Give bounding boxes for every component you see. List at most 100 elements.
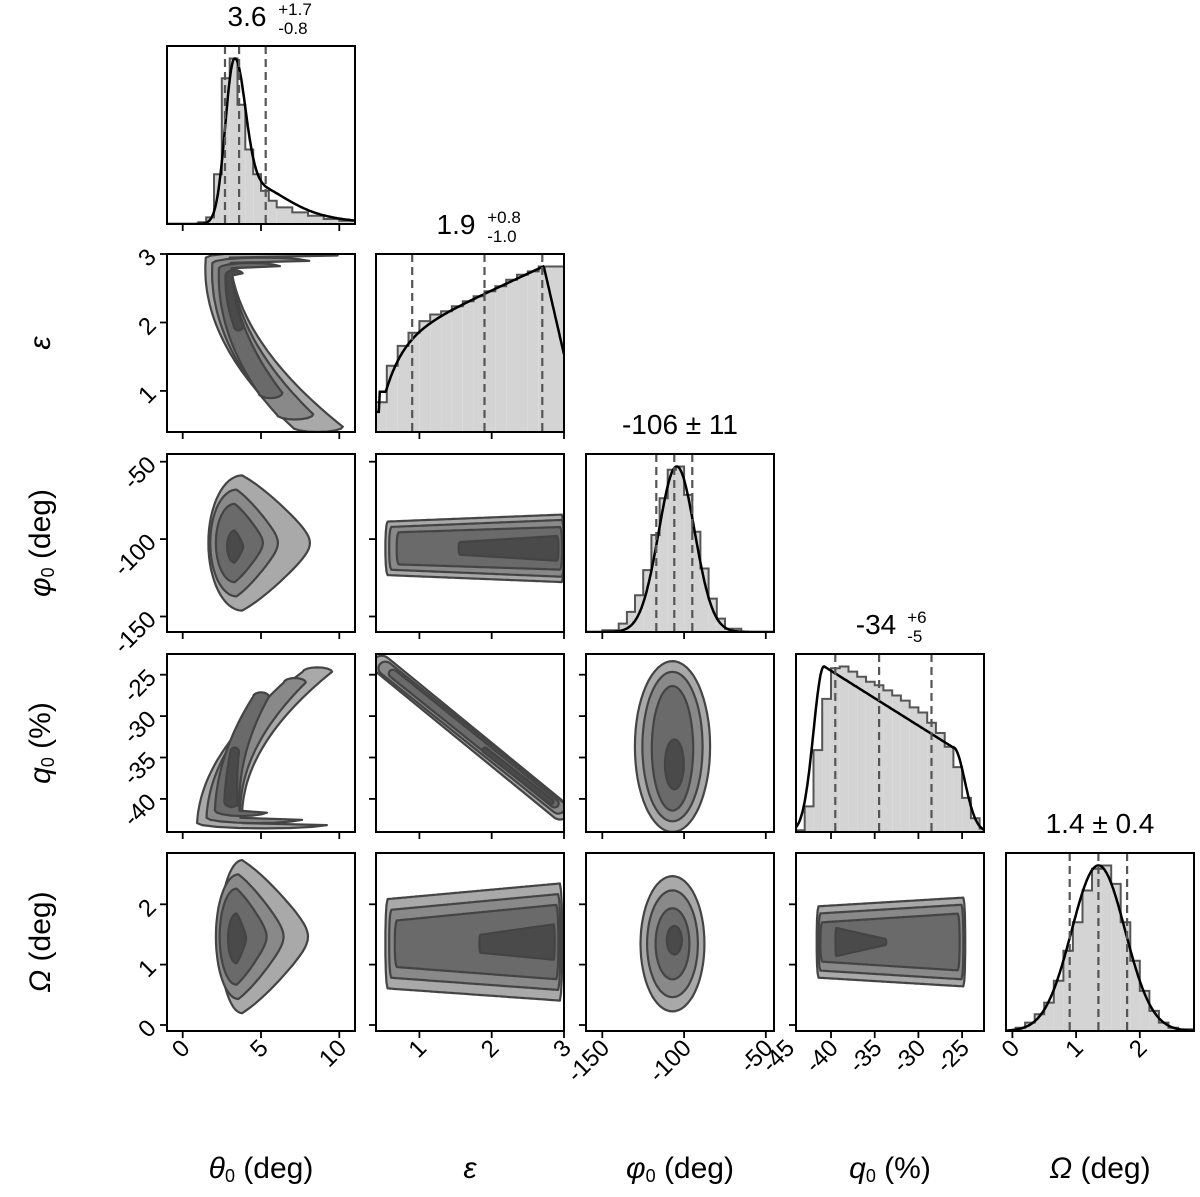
contour-level-3 [481,746,555,806]
hist-bar-theta0-16 [339,220,355,224]
hist-bar-omega-12 [1120,922,1131,1031]
hist-bar-phi0-8 [667,469,676,632]
hist-bar-epsilon-9 [473,296,485,432]
hist-bar-epsilon-11 [495,286,507,432]
x-tick-label-theta0-2: 10 [314,1035,352,1073]
contour-level-3 [457,534,560,562]
title-epsilon: 1.9 [437,209,476,240]
y-tick-label-phi0-1: -100 [109,529,162,582]
hist-bar-epsilon-2 [397,345,409,432]
y-tick-label-q0-3: -25 [118,664,162,708]
panel-q0-vs-phi0 [579,653,775,839]
x-axis-label-phi0: φ0 (deg) [626,1152,734,1186]
contour-level-3 [834,926,888,958]
y-tick-label-q0-1: -35 [118,747,162,791]
panel-theta0-vs-theta0 [166,45,356,231]
panel-q0-vs-theta0 [160,653,356,839]
title-plus-q0: +6 [907,608,926,627]
hist-bar-epsilon-14 [527,271,539,432]
hist-bar-theta0-7 [237,104,246,224]
title-minus-q0: -5 [907,627,922,646]
panel-omega-vs-omega [1005,852,1195,1038]
hist-bar-omega-11 [1111,883,1121,1031]
title-plus-theta0: +1.7 [278,0,312,19]
kde-curve-epsilon [376,264,564,414]
panel-frame [375,852,565,1032]
panel-omega-vs-theta0 [160,852,356,1038]
hist-bar-theta0-14 [308,215,324,224]
title-minus-epsilon: -1.0 [487,227,516,246]
hist-bar-phi0-9 [675,466,685,632]
hist-bar-q0-19 [962,797,971,832]
x-tick-label-q0-4: -25 [931,1035,975,1079]
y-tick-label-epsilon-0: 1 [133,381,162,410]
panel-q0-vs-epsilon [369,653,565,839]
y-tick-label-omega-2: 2 [133,894,162,923]
panel-q0-vs-q0 [795,653,985,839]
contour-level-3 [665,924,683,956]
panel-frame [375,653,565,833]
hist-bar-omega-10 [1101,865,1112,1031]
hist-bar-theta0-15 [323,219,340,224]
hist-bar-theta0-11 [268,200,277,224]
hist-bar-omega-15 [1149,1010,1159,1031]
hist-bar-epsilon-0 [376,402,387,432]
panel-omega-vs-phi0 [579,852,775,1038]
hist-bar-omega-2 [1025,1022,1035,1031]
hist-bar-phi0-12 [700,568,709,632]
hist-bar-q0-1 [804,806,814,832]
panel-phi0-vs-epsilon [369,453,565,639]
x-tick-label-phi0-0: -150 [562,1035,615,1088]
hist-bar-theta0-8 [245,149,254,224]
hist-bar-phi0-2 [618,623,627,632]
contour-level-3 [227,912,248,965]
hist-bar-q0-10 [883,690,893,832]
contour-level-2 [393,903,560,981]
hist-bar-omega-6 [1063,950,1073,1031]
hist-bar-q0-5 [839,666,849,832]
panel-frame [585,453,775,633]
hist-bar-q0-17 [944,746,954,832]
hist-bar-epsilon-5 [430,314,441,432]
hist-bar-omega-5 [1053,980,1064,1031]
contour-level-3 [478,923,556,961]
x-axis-label-epsilon: ε [463,1152,477,1185]
x-tick-label-epsilon-1: 2 [476,1035,505,1064]
hist-step-q0 [796,665,984,832]
hist-bar-epsilon-10 [484,291,496,432]
x-tick-label-q0-2: -35 [844,1035,888,1079]
hist-bar-omega-8 [1082,890,1093,1031]
y-tick-label-phi0-2: -50 [118,451,162,495]
x-tick-label-theta0-0: 0 [167,1035,196,1064]
y-tick-label-q0-2: -30 [118,706,162,750]
hist-bar-phi0-5 [643,570,652,632]
hist-bar-epsilon-12 [506,279,517,432]
y-tick-label-epsilon-2: 3 [133,244,162,273]
panel-omega-vs-epsilon [369,852,565,1038]
hist-bar-omega-4 [1044,1002,1054,1031]
hist-bar-q0-6 [848,671,858,832]
hist-bar-theta0-13 [292,212,308,224]
hist-bar-phi0-3 [626,611,636,632]
kde-curve-omega [1006,864,1194,1031]
hist-bar-q0-2 [813,750,823,832]
hist-bar-epsilon-6 [441,311,452,432]
hist-bar-q0-8 [866,681,875,832]
y-tick-label-omega-0: 0 [133,1015,162,1044]
y-tick-label-phi0-0: -150 [109,606,162,659]
panel-epsilon-vs-epsilon [375,253,565,439]
contour-level-3 [226,529,245,564]
panel-frame [585,852,775,1032]
title-minus-theta0: -0.8 [278,19,307,38]
y-tick-label-epsilon-1: 2 [133,312,162,341]
x-tick-label-epsilon-0: 1 [404,1035,433,1064]
hist-bar-q0-7 [857,676,866,832]
hist-bar-omega-14 [1139,990,1150,1031]
hist-bar-theta0-12 [276,207,293,224]
hist-bar-omega-3 [1034,1014,1045,1031]
hist-bar-phi0-6 [651,535,660,632]
hist-bar-omega-16 [1158,1022,1169,1031]
hist-bar-phi0-13 [708,598,717,632]
hist-bar-theta0-9 [253,174,261,224]
